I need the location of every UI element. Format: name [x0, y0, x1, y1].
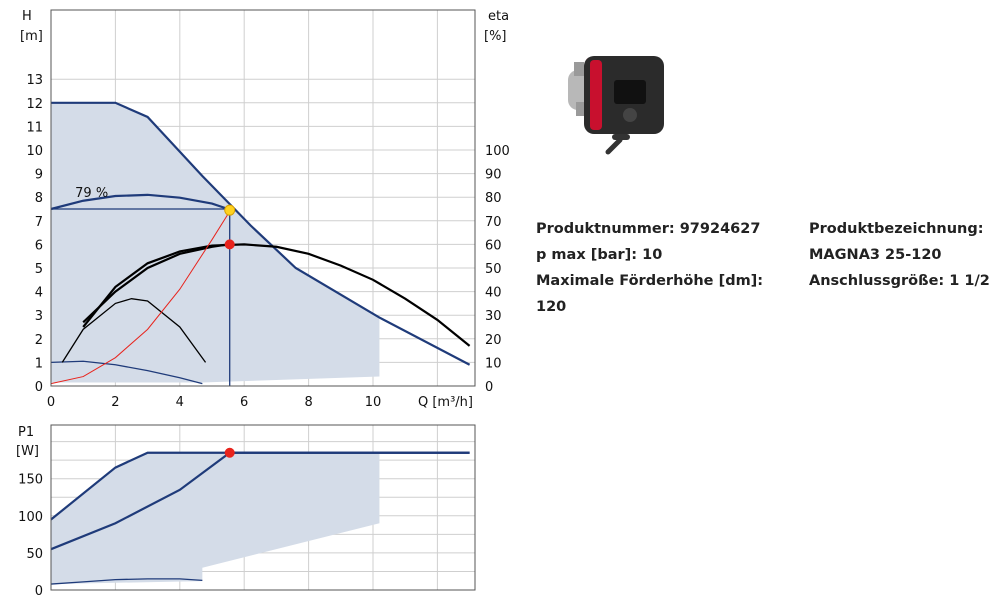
pump-image: [560, 40, 680, 160]
y2-tick-label: 80: [485, 191, 502, 206]
plot-frame: [50, 424, 476, 591]
y2-axis-label: eta: [488, 9, 509, 24]
y-tick-label: 5: [35, 262, 43, 277]
x-tick-label: 4: [176, 395, 184, 410]
series-eta-small: [61, 298, 207, 363]
y2-tick-label: 50: [485, 262, 502, 277]
x-tick-label: 0: [47, 395, 55, 410]
y2-axis-unit: [%]: [484, 29, 507, 44]
series-duty-power: [50, 451, 470, 551]
y2-tick-label: 10: [485, 356, 502, 371]
y-axis-label: H: [22, 9, 32, 24]
eta-point: [224, 239, 235, 250]
y-tick-label: 0: [35, 380, 43, 395]
series-eta-black-2: [82, 243, 229, 324]
series-min-power: [50, 578, 203, 585]
y2-tick-label: 90: [485, 168, 502, 183]
y-tick-label: 13: [26, 73, 43, 88]
plot-frame: [50, 9, 476, 387]
y-tick-label: 150: [18, 473, 43, 488]
x-tick-label: 8: [304, 395, 312, 410]
product-label: Produktbezeichnung:: [809, 221, 984, 237]
y-axis-label: P1: [18, 425, 34, 440]
operating-area: [51, 102, 380, 383]
connection-size: Anschlussgröße: 1 1/2: [809, 273, 990, 289]
y2-tick-label: 20: [485, 333, 502, 348]
series-max-curve: [51, 101, 471, 366]
y-tick-label: 100: [18, 510, 43, 525]
x-axis-label: Q [m³/h]: [418, 395, 473, 410]
product-number: Produktnummer: 97924627: [536, 221, 761, 237]
product-name: MAGNA3 25-120: [809, 247, 942, 263]
y2-tick-label: 40: [485, 286, 502, 301]
series-eta-black-1: [82, 243, 471, 347]
y2-tick-label: 0: [485, 380, 493, 395]
series-min-curve: [50, 360, 203, 385]
y-tick-label: 9: [35, 168, 43, 183]
max-head: Maximale Förderhöhe [dm]: 120: [536, 273, 764, 315]
y-tick-label: 7: [35, 215, 43, 230]
y-tick-label: 2: [35, 333, 43, 348]
y2-tick-label: 30: [485, 309, 502, 324]
y-tick-label: 1: [35, 356, 43, 371]
y-tick-label: 6: [35, 238, 43, 253]
operating-area: [51, 452, 380, 585]
y-tick-label: 4: [35, 286, 43, 301]
specs-left: Produktnummer: 97924627 p max [bar]: 10 …: [536, 216, 786, 320]
y-tick-label: 8: [35, 191, 43, 206]
y-tick-label: 50: [26, 547, 43, 562]
series-system-curve: [50, 211, 231, 385]
y-axis-unit: [m]: [20, 29, 43, 44]
y2-tick-label: 70: [485, 215, 502, 230]
y2-tick-label: 60: [485, 238, 502, 253]
duty-point: [224, 204, 236, 216]
y-axis-unit: [W]: [16, 444, 39, 459]
power-duty-point: [224, 447, 235, 458]
y-tick-label: 12: [26, 97, 43, 112]
specs-right: Produktbezeichnung: MAGNA3 25-120 Anschl…: [809, 216, 990, 294]
max-pressure: p max [bar]: 10: [536, 247, 663, 263]
y-tick-label: 11: [26, 120, 43, 135]
x-tick-label: 10: [365, 395, 382, 410]
y2-tick-label: 100: [485, 144, 510, 159]
y-tick-label: 10: [26, 144, 43, 159]
series-eta-duty: [50, 193, 229, 211]
x-tick-label: 2: [111, 395, 119, 410]
y-tick-label: 0: [35, 584, 43, 599]
head-efficiency-chart: 0123456789101112130102030405060708090100…: [20, 9, 510, 410]
y-tick-label: 3: [35, 309, 43, 324]
x-tick-label: 6: [240, 395, 248, 410]
power-chart: 0 50 100 150 P1 [W]: [16, 424, 476, 599]
efficiency-annotation: 79 %: [75, 186, 108, 201]
